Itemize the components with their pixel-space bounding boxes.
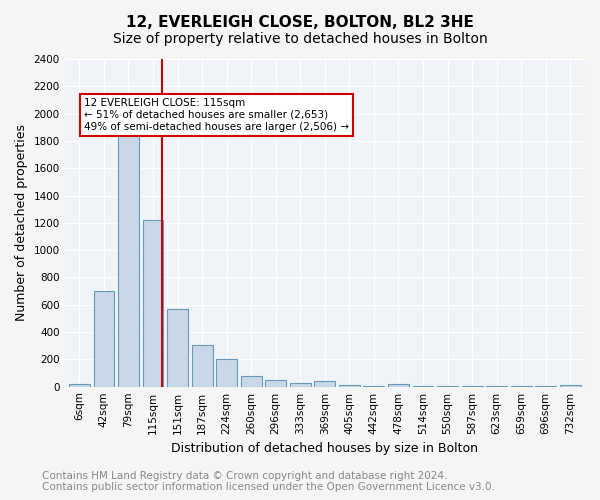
Text: Contains HM Land Registry data © Crown copyright and database right 2024.
Contai: Contains HM Land Registry data © Crown c… — [42, 471, 495, 492]
Y-axis label: Number of detached properties: Number of detached properties — [15, 124, 28, 322]
Bar — [69, 384, 90, 386]
Bar — [241, 376, 262, 386]
Bar — [314, 382, 335, 386]
Bar — [191, 345, 212, 387]
Text: 12, EVERLEIGH CLOSE, BOLTON, BL2 3HE: 12, EVERLEIGH CLOSE, BOLTON, BL2 3HE — [126, 15, 474, 30]
Bar — [216, 360, 237, 386]
X-axis label: Distribution of detached houses by size in Bolton: Distribution of detached houses by size … — [172, 442, 478, 455]
Text: 12 EVERLEIGH CLOSE: 115sqm
← 51% of detached houses are smaller (2,653)
49% of s: 12 EVERLEIGH CLOSE: 115sqm ← 51% of deta… — [85, 98, 349, 132]
Bar — [560, 384, 581, 386]
Bar — [265, 380, 286, 386]
Bar — [143, 220, 163, 386]
Bar — [94, 291, 115, 386]
Bar — [167, 309, 188, 386]
Bar — [118, 120, 139, 386]
Bar — [388, 384, 409, 386]
Text: Size of property relative to detached houses in Bolton: Size of property relative to detached ho… — [113, 32, 487, 46]
Bar — [290, 382, 311, 386]
